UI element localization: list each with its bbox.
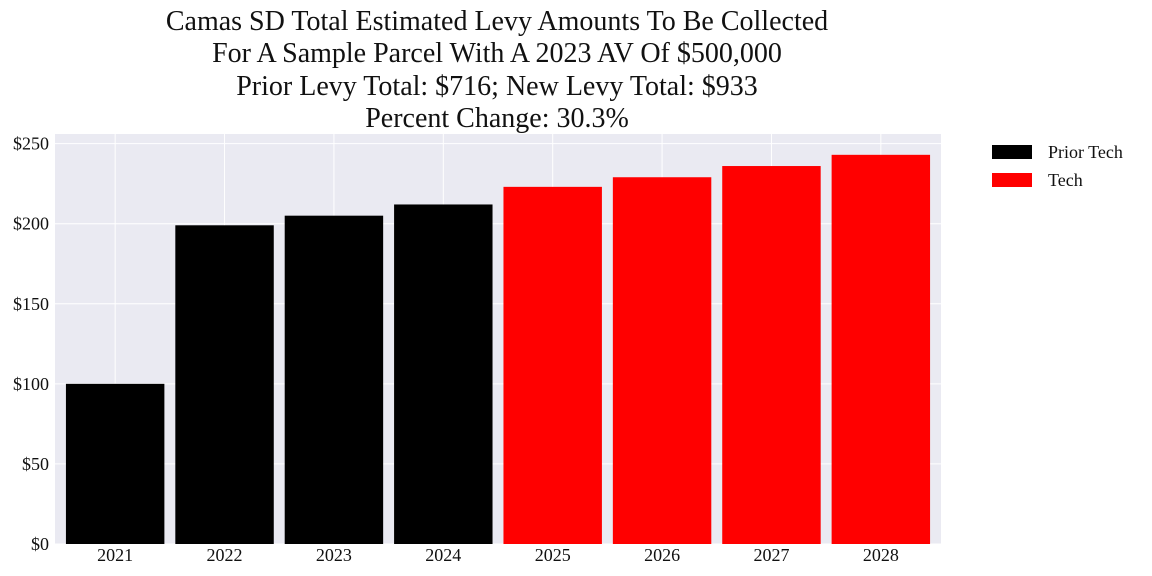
x-tick-label: 2023 xyxy=(316,545,352,565)
chart-title-line-3: Prior Levy Total: $716; New Levy Total: … xyxy=(236,71,758,102)
x-tick-label: 2025 xyxy=(535,545,571,565)
legend-swatch-tech xyxy=(992,173,1032,187)
y-tick-label: $250 xyxy=(13,134,49,154)
bar xyxy=(284,215,384,544)
legend-label-tech: Tech xyxy=(1048,169,1083,190)
y-tick-label: $50 xyxy=(22,454,49,474)
bar xyxy=(394,204,493,544)
bar xyxy=(612,177,712,544)
bar xyxy=(831,154,931,544)
bar xyxy=(503,186,602,544)
y-tick-label: $150 xyxy=(13,294,49,314)
bar xyxy=(722,166,821,544)
bar xyxy=(175,225,274,544)
y-tick-label: $200 xyxy=(13,214,49,234)
x-tick-label: 2021 xyxy=(97,545,133,565)
legend-item-tech: Tech xyxy=(992,166,1123,194)
x-tick-label: 2024 xyxy=(425,545,461,565)
y-tick-label: $0 xyxy=(31,534,49,554)
x-tick-label: 2028 xyxy=(863,545,899,565)
chart-title-line-2: For A Sample Parcel With A 2023 AV Of $5… xyxy=(212,38,782,69)
x-tick-label: 2022 xyxy=(207,545,243,565)
x-tick-label: 2027 xyxy=(753,545,789,565)
chart-title-line-4: Percent Change: 30.3% xyxy=(365,103,629,134)
legend-item-prior-tech: Prior Tech xyxy=(992,138,1123,166)
legend: Prior Tech Tech xyxy=(992,138,1123,194)
chart-title-line-1: Camas SD Total Estimated Levy Amounts To… xyxy=(165,6,829,37)
legend-label-prior-tech: Prior Tech xyxy=(1048,141,1123,162)
y-tick-label: $100 xyxy=(13,374,49,394)
x-tick-label: 2026 xyxy=(644,545,680,565)
legend-swatch-prior-tech xyxy=(992,145,1032,159)
bar xyxy=(65,383,165,544)
